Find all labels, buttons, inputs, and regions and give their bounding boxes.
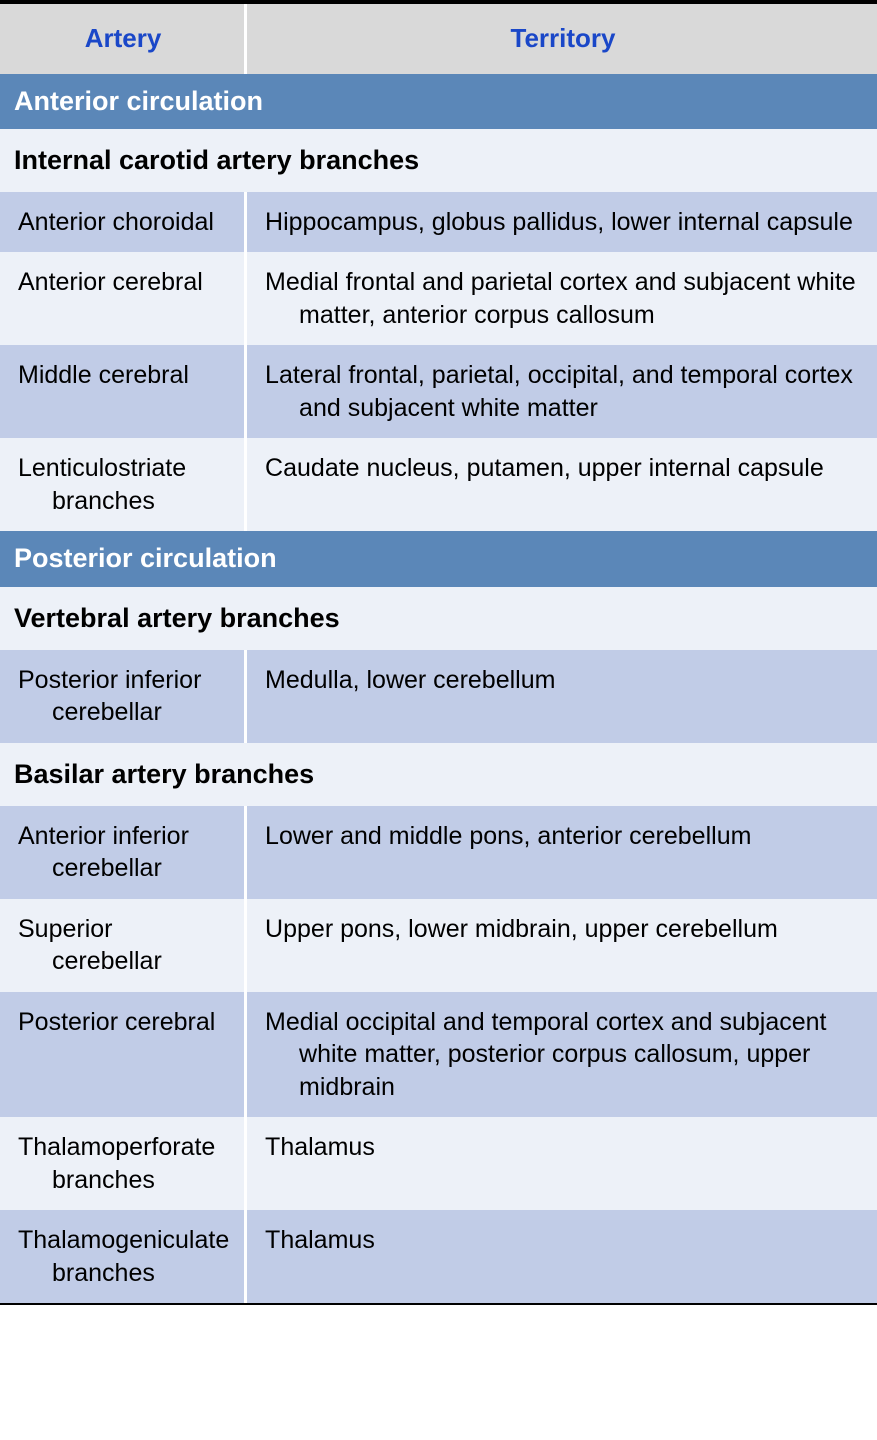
table-row: Superior cerebellar Upper pons, lower mid…: [0, 899, 877, 992]
cell-territory: Medial occipital and temporal cortex and…: [246, 992, 877, 1118]
subsection-row: Basilar artery branches: [0, 743, 877, 806]
cell-territory-text: Medial occipital and temporal cortex and…: [265, 1006, 861, 1104]
artery-territory-table-wrap: Artery Territory Anterior circulationInt…: [0, 0, 877, 1305]
cell-artery: Middle cerebral: [0, 345, 246, 438]
subsection-title: Internal carotid artery branches: [0, 129, 877, 192]
cell-artery: Anterior cerebral: [0, 252, 246, 345]
subsection-row: Internal carotid artery branches: [0, 129, 877, 192]
section-title: Posterior circulation: [0, 531, 877, 586]
subsection-row: Vertebral artery branches: [0, 587, 877, 650]
cell-artery: Thalamogeniculate branches: [0, 1210, 246, 1303]
cell-artery: Anterior choroidal: [0, 192, 246, 253]
table-row: Lenticulostriate branches Caudate nucleus…: [0, 438, 877, 531]
cell-territory-text: Caudate nucleus, putamen, upper internal…: [265, 452, 861, 485]
cell-territory: Medulla, lower cerebellum: [246, 650, 877, 743]
section-title: Anterior circulation: [0, 74, 877, 129]
artery-territory-table: Artery Territory Anterior circulationInt…: [0, 4, 877, 1303]
cell-artery: Lenticulostriate branches: [0, 438, 246, 531]
table-header-row: Artery Territory: [0, 4, 877, 74]
cell-territory: Thalamus: [246, 1210, 877, 1303]
cell-artery-text: Lenticulostriate branches: [18, 452, 228, 517]
cell-territory-text: Hippocampus, globus pallidus, lower inte…: [265, 206, 861, 239]
section-row: Anterior circulation: [0, 74, 877, 129]
cell-artery-text: Posterior cerebral: [18, 1006, 228, 1039]
subsection-title: Vertebral artery branches: [0, 587, 877, 650]
cell-territory-text: Lateral frontal, parietal, occipital, an…: [265, 359, 861, 424]
cell-artery-text: Superior cerebellar: [18, 913, 228, 978]
table-row: Middle cerebral Lateral frontal, parietal…: [0, 345, 877, 438]
cell-artery: Superior cerebellar: [0, 899, 246, 992]
table-row: Anterior inferior cerebellar Lower and mi…: [0, 806, 877, 899]
cell-territory-text: Thalamus: [265, 1224, 861, 1257]
table-row: Thalamogeniculate branches Thalamus: [0, 1210, 877, 1303]
cell-artery-text: Anterior cerebral: [18, 266, 228, 299]
col-header-territory: Territory: [246, 4, 877, 74]
col-header-artery: Artery: [0, 4, 246, 74]
table-row: Posterior inferior cerebellar Medulla, lo…: [0, 650, 877, 743]
cell-artery-text: Thalamoperforate branches: [18, 1131, 228, 1196]
cell-territory: Caudate nucleus, putamen, upper internal…: [246, 438, 877, 531]
table-body: Artery Territory Anterior circulationInt…: [0, 4, 877, 1303]
cell-territory: Lower and middle pons, anterior cerebell…: [246, 806, 877, 899]
cell-territory: Thalamus: [246, 1117, 877, 1210]
cell-artery: Anterior inferior cerebellar: [0, 806, 246, 899]
cell-territory-text: Thalamus: [265, 1131, 861, 1164]
cell-territory: Medial frontal and parietal cortex and s…: [246, 252, 877, 345]
cell-territory-text: Medulla, lower cerebellum: [265, 664, 861, 697]
cell-artery-text: Anterior inferior cerebellar: [18, 820, 228, 885]
cell-territory: Upper pons, lower midbrain, upper cerebe…: [246, 899, 877, 992]
section-row: Posterior circulation: [0, 531, 877, 586]
table-row: Thalamoperforate branches Thalamus: [0, 1117, 877, 1210]
cell-artery: Posterior inferior cerebellar: [0, 650, 246, 743]
cell-territory-text: Upper pons, lower midbrain, upper cerebe…: [265, 913, 861, 946]
cell-artery-text: Posterior inferior cerebellar: [18, 664, 228, 729]
cell-artery: Posterior cerebral: [0, 992, 246, 1118]
cell-artery-text: Anterior choroidal: [18, 206, 228, 239]
table-row: Anterior choroidal Hippocampus, globus pa…: [0, 192, 877, 253]
cell-artery-text: Middle cerebral: [18, 359, 228, 392]
subsection-title: Basilar artery branches: [0, 743, 877, 806]
cell-territory-text: Lower and middle pons, anterior cerebell…: [265, 820, 861, 853]
cell-territory: Hippocampus, globus pallidus, lower inte…: [246, 192, 877, 253]
table-row: Anterior cerebral Medial frontal and pari…: [0, 252, 877, 345]
table-row: Posterior cerebral Medial occipital and t…: [0, 992, 877, 1118]
cell-artery: Thalamoperforate branches: [0, 1117, 246, 1210]
cell-artery-text: Thalamogeniculate branches: [18, 1224, 228, 1289]
cell-territory-text: Medial frontal and parietal cortex and s…: [265, 266, 861, 331]
cell-territory: Lateral frontal, parietal, occipital, an…: [246, 345, 877, 438]
